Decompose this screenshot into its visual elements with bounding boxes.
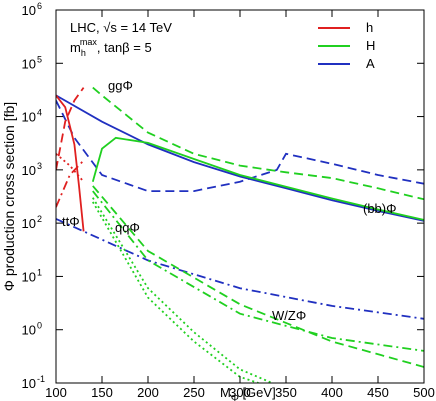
y-tick-label: 10 xyxy=(22,110,36,125)
y-tick-label: 10 xyxy=(22,376,36,391)
legend-label: h xyxy=(366,20,373,35)
y-tick-exponent: 3 xyxy=(37,161,42,171)
y-tick-exponent: 0 xyxy=(37,321,42,331)
y-tick-base: 10 xyxy=(22,3,36,18)
x-tick-label: 200 xyxy=(137,385,159,400)
info-sub: h xyxy=(81,48,86,58)
info-rest: , tanβ = 5 xyxy=(97,40,152,55)
series-line xyxy=(56,87,85,171)
annotation: ttΦ xyxy=(62,214,80,229)
x-tick-label: 150 xyxy=(91,385,113,400)
y-tick-base: 10 xyxy=(22,376,36,391)
info-line: LHC, √s = 14 TeV xyxy=(70,20,172,35)
legend-label: A xyxy=(366,56,375,71)
series-line xyxy=(92,197,273,383)
y-tick-base: 10 xyxy=(22,216,36,231)
x-tick-label: 250 xyxy=(183,385,205,400)
y-tick-base: 10 xyxy=(22,110,36,125)
x-axis-label-rest: [GeV] xyxy=(239,385,276,400)
x-tick-label: 100 xyxy=(45,385,67,400)
series-line xyxy=(56,153,85,183)
annotation: qqΦ xyxy=(115,220,140,235)
y-tick-base: 10 xyxy=(22,269,36,284)
y-tick-label: 10 xyxy=(22,323,36,338)
y-tick-exponent: 6 xyxy=(37,1,42,11)
y-tick-label: 10 xyxy=(22,163,36,178)
series-line xyxy=(56,100,424,192)
annotation: ggΦ xyxy=(108,78,133,93)
x-tick-label: 350 xyxy=(275,385,297,400)
y-tick-exponent: 5 xyxy=(37,54,42,64)
plot-lines xyxy=(56,86,424,383)
x-axis-label-sub: Φ xyxy=(231,393,239,401)
y-tick-label: 10 xyxy=(22,216,36,231)
x-tick-label: 300 xyxy=(229,385,251,400)
y-tick-label: 10 xyxy=(22,3,36,18)
series-line xyxy=(56,94,424,222)
series-line xyxy=(92,86,424,201)
x-axis-label: MΦ [GeV] xyxy=(220,385,276,401)
legend-label: H xyxy=(366,38,375,53)
y-tick-label: 10 xyxy=(22,269,36,284)
series-line xyxy=(56,94,85,232)
annotation: W/ZΦ xyxy=(272,308,306,323)
series-line xyxy=(92,185,424,368)
x-tick-label: 450 xyxy=(367,385,389,400)
y-tick-base: 10 xyxy=(22,163,36,178)
series-line xyxy=(56,218,424,320)
x-tick-label: 500 xyxy=(413,385,435,400)
info-base: m xyxy=(70,40,81,55)
y-axis-label: Φ production cross section [fb] xyxy=(1,102,17,291)
x-tick-label: 400 xyxy=(321,385,343,400)
series-line xyxy=(92,190,424,352)
series-line xyxy=(91,136,424,221)
info-sup: max xyxy=(80,37,98,47)
y-tick-exponent: -1 xyxy=(37,374,45,384)
y-tick-exponent: 4 xyxy=(37,108,42,118)
annotation: (bb)Φ xyxy=(363,201,397,216)
info-line: mhmax, tanβ = 5 xyxy=(70,37,152,58)
x-axis-label-base: M xyxy=(220,385,231,400)
y-tick-exponent: 1 xyxy=(37,267,42,277)
y-tick-exponent: 2 xyxy=(37,214,42,224)
y-tick-label: 10 xyxy=(22,56,36,71)
y-tick-base: 10 xyxy=(22,56,36,71)
y-tick-base: 10 xyxy=(22,323,36,338)
